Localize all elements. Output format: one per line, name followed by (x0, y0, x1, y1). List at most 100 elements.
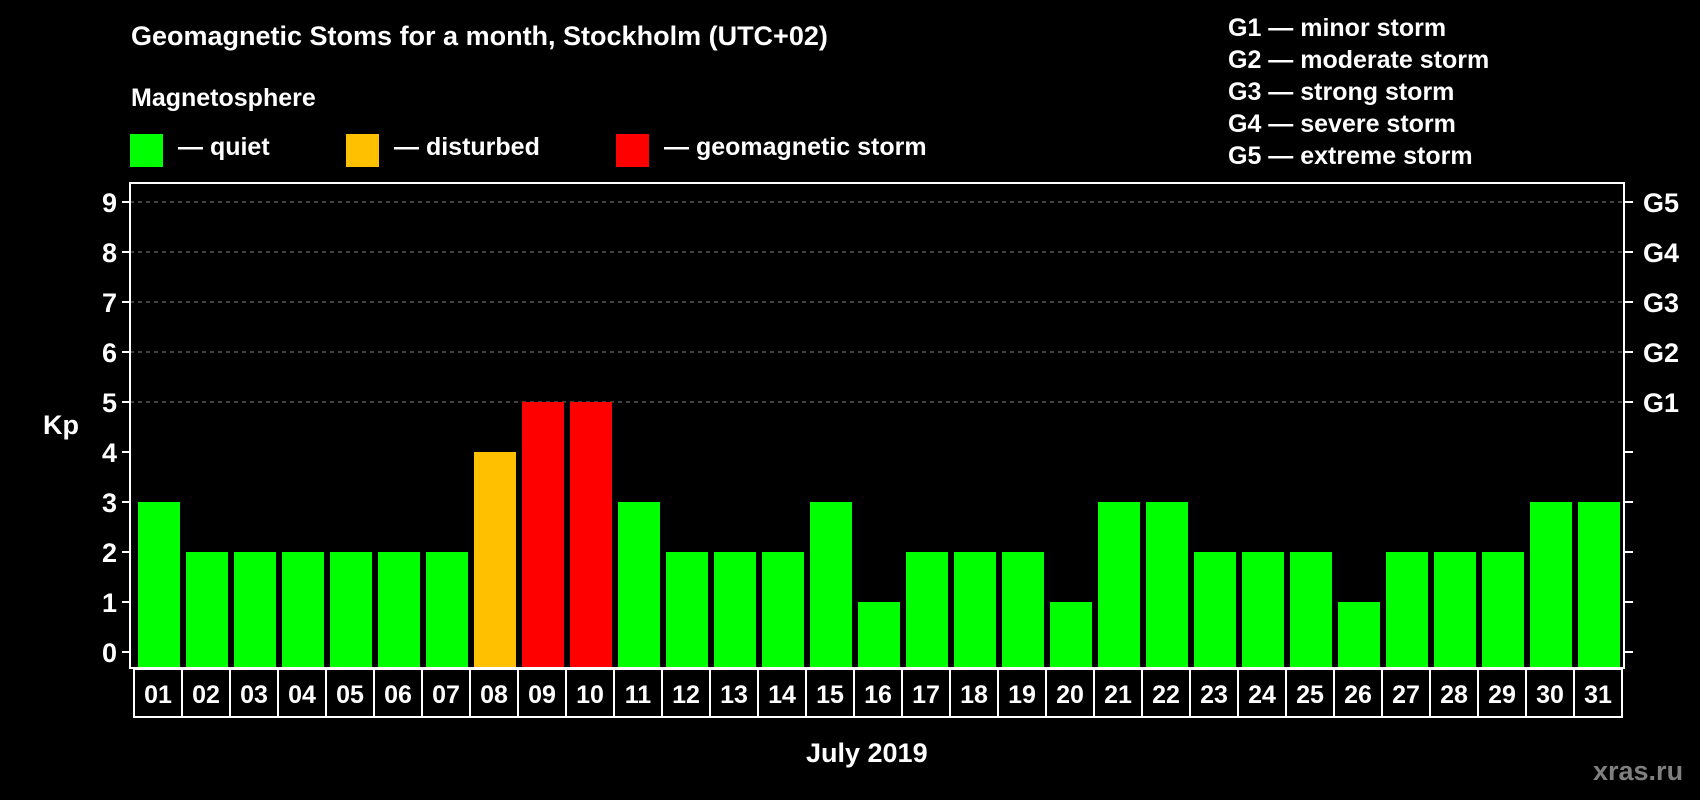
legend-heading: Magnetosphere (131, 84, 316, 112)
day-label-box (421, 668, 471, 718)
day-label: 30 (1536, 681, 1564, 709)
bar-day-13 (714, 552, 756, 668)
bar-day-24 (1242, 552, 1284, 668)
bar-day-09 (522, 402, 564, 668)
watermark: xras.ru (1593, 756, 1684, 786)
y-tick-label: 9 (102, 188, 117, 218)
day-label: 19 (1008, 681, 1036, 709)
y-tick-label: 6 (102, 338, 117, 368)
day-label-box (613, 668, 663, 718)
bar-day-04 (282, 552, 324, 668)
bar-day-08 (474, 452, 516, 668)
day-label: 11 (625, 681, 652, 709)
day-label-box (1477, 668, 1527, 718)
day-label: 06 (384, 681, 412, 709)
bar-day-31 (1578, 502, 1620, 668)
quiet-swatch-icon (130, 134, 163, 167)
bar-day-03 (234, 552, 276, 668)
day-label-box (565, 668, 615, 718)
day-label: 01 (144, 681, 172, 709)
legend-label-storm: — geomagnetic storm (664, 133, 927, 161)
legend-item-disturbed: — disturbed (346, 133, 540, 167)
day-label-box (949, 668, 999, 718)
day-label: 07 (432, 681, 460, 709)
storm-level-label: G3 (1643, 288, 1679, 318)
y-tick-label: 7 (102, 288, 117, 318)
day-label: 05 (336, 681, 364, 709)
day-label-box (133, 668, 183, 718)
day-label-box (1525, 668, 1575, 718)
bar-day-10 (570, 402, 612, 668)
day-label: 23 (1200, 681, 1228, 709)
storm-level-label: G5 (1643, 188, 1679, 218)
day-label: 16 (864, 681, 892, 709)
bar-day-05 (330, 552, 372, 668)
day-label: 15 (816, 681, 844, 709)
day-label-box (709, 668, 759, 718)
bar-day-01 (138, 502, 180, 668)
day-label: 09 (528, 681, 556, 709)
bar-day-21 (1098, 502, 1140, 668)
bars (138, 402, 1620, 668)
day-label-box (181, 668, 231, 718)
bar-day-26 (1338, 602, 1380, 668)
day-label: 25 (1296, 681, 1324, 709)
day-label: 29 (1488, 681, 1516, 709)
bar-day-16 (858, 602, 900, 668)
y-tick-label: 3 (102, 488, 117, 518)
y-tick-label: 4 (102, 438, 117, 468)
bar-day-20 (1050, 602, 1092, 668)
gridlines (130, 201, 1624, 403)
day-label: 03 (240, 681, 268, 709)
storm-level-label: G1 (1643, 388, 1679, 418)
day-label: 24 (1248, 681, 1276, 709)
day-label: 10 (576, 681, 604, 709)
day-label: 12 (672, 681, 700, 709)
day-label-box (1573, 668, 1623, 718)
day-label: 13 (720, 681, 748, 709)
bar-day-29 (1482, 552, 1524, 668)
storm-scale-g2: G2 — moderate storm (1228, 46, 1490, 74)
storm-swatch-icon (616, 134, 649, 167)
y-tick-label: 1 (102, 588, 117, 618)
bar-day-11 (618, 502, 660, 668)
bar-day-23 (1194, 552, 1236, 668)
day-label: 02 (192, 681, 220, 709)
bar-day-22 (1146, 502, 1188, 668)
day-label-box (277, 668, 327, 718)
x-axis-label: July 2019 (806, 738, 928, 768)
day-label: 27 (1392, 681, 1420, 709)
bar-day-14 (762, 552, 804, 668)
right-axis-ticks: G1 G2 G3 G4 G5 (1643, 188, 1679, 418)
storm-scale-g1: G1 — minor storm (1228, 14, 1447, 42)
y-tick-label: 5 (102, 388, 117, 418)
storm-scale-legend: G1 — minor storm G2 — moderate storm G3 … (1228, 12, 1489, 172)
day-label: 26 (1344, 681, 1372, 709)
day-label: 18 (960, 681, 988, 709)
day-label-box (1093, 668, 1143, 718)
day-label-box (901, 668, 951, 718)
bar-day-17 (906, 552, 948, 668)
day-label-box (997, 668, 1047, 718)
y-tick-label: 0 (102, 638, 117, 668)
bar-day-30 (1530, 502, 1572, 668)
bar-day-19 (1002, 552, 1044, 668)
day-label: 20 (1056, 681, 1084, 709)
legend-item-storm: — geomagnetic storm (616, 133, 927, 167)
storm-scale-g3: G3 — strong storm (1228, 78, 1455, 106)
day-label-box (853, 668, 903, 718)
bar-day-12 (666, 552, 708, 668)
day-label-box (1429, 668, 1479, 718)
legend-label-disturbed: — disturbed (394, 133, 540, 161)
bar-day-15 (810, 502, 852, 668)
bar-day-06 (378, 552, 420, 668)
legend-item-quiet: — quiet (130, 133, 270, 167)
day-label: 28 (1440, 681, 1468, 709)
day-label: 17 (912, 681, 940, 709)
day-label: 31 (1584, 681, 1612, 709)
y-tick-label: 8 (102, 238, 117, 268)
day-label-box (805, 668, 855, 718)
day-label: 21 (1104, 681, 1132, 709)
bar-day-28 (1434, 552, 1476, 668)
